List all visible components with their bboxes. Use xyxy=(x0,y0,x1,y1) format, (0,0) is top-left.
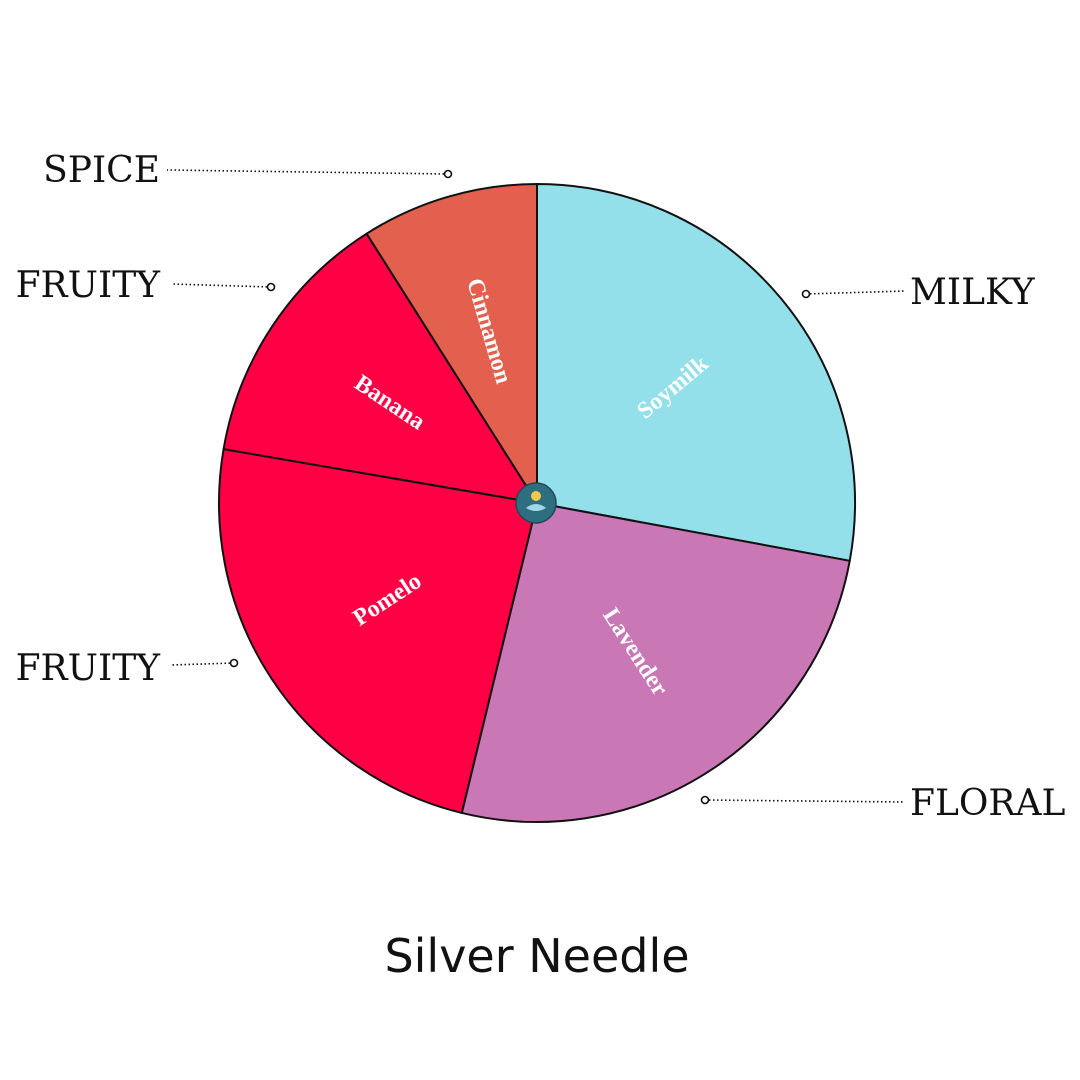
callout-dot xyxy=(229,658,239,668)
callout-label-milky: MILKY xyxy=(910,272,1036,313)
pie-slice-lavender xyxy=(460,502,851,823)
tea-cup-logo-icon xyxy=(515,482,557,524)
chart-title: Silver Needle xyxy=(384,929,689,983)
callout-dot xyxy=(700,795,710,805)
logo-leaf xyxy=(526,504,546,511)
pie-slice-soymilk xyxy=(536,183,857,562)
callout-leader-line xyxy=(170,283,272,288)
callout-fruity: FRUITY xyxy=(16,648,239,689)
callout-fruity: FRUITY xyxy=(16,265,276,306)
callout-leader-line xyxy=(805,290,906,295)
callout-label-floral: FLORAL xyxy=(910,783,1066,824)
pie-slices xyxy=(218,183,857,823)
callout-label-fruity: FRUITY xyxy=(16,648,162,689)
callout-dot xyxy=(266,282,276,292)
callout-dot xyxy=(443,169,453,179)
category-callouts: MILKY FLORAL FRUITY FRUITY SPICE xyxy=(16,150,1066,824)
logo-sun xyxy=(531,491,541,501)
pie-slice-pomelo xyxy=(218,448,538,814)
pie-slice-cinnamon xyxy=(365,183,538,504)
callout-leader-line xyxy=(704,799,906,803)
callout-milky: MILKY xyxy=(801,272,1036,313)
callout-label-fruity: FRUITY xyxy=(16,265,162,306)
callout-dot xyxy=(801,289,811,299)
callout-label-spice: SPICE xyxy=(43,150,160,191)
callout-leader-line xyxy=(166,169,449,175)
center-logo xyxy=(515,482,557,524)
pie-slice-banana xyxy=(222,232,538,504)
callout-spice: SPICE xyxy=(43,150,453,191)
callout-leader-line xyxy=(170,662,235,666)
callout-floral: FLORAL xyxy=(700,783,1066,824)
